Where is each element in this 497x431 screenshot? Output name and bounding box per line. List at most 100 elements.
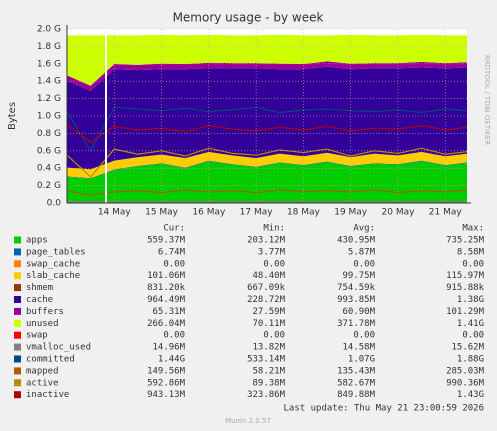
area [67, 66, 467, 170]
legend-label: active [26, 378, 59, 388]
legend-stat: 1.07G [348, 355, 375, 365]
legend-swatch [14, 391, 21, 399]
legend-stat: 915.88k [446, 283, 485, 293]
legend-label: apps [26, 236, 48, 246]
y-tick-label: 0.0 [47, 199, 62, 209]
legend-header: Max: [462, 224, 484, 234]
legend-label: shmem [26, 283, 53, 293]
legend-stat: 0.00 [353, 331, 375, 341]
legend-swatch [14, 296, 21, 303]
legend-stat: 101.29M [446, 307, 485, 317]
y-tick-label: 0.6 G [37, 146, 61, 156]
legend-stat: 149.56M [147, 366, 186, 376]
legend-label: unused [26, 319, 59, 329]
legend-stat: 99.75M [342, 271, 375, 281]
legend-label: inactive [26, 390, 69, 400]
area [67, 151, 467, 179]
legend-stat: 14.96M [152, 343, 185, 353]
legend-header: Min: [263, 224, 285, 234]
legend-stat: 0.00 [353, 259, 375, 269]
legend-stat: 1.44G [158, 355, 185, 365]
side-label: RRDTOOL / TOBI OETIKER [483, 55, 491, 145]
x-tick-label: 19 May [334, 208, 368, 218]
legend-stat: 754.59k [337, 283, 376, 293]
legend-header: Avg: [353, 224, 375, 234]
x-tick-label: 21 May [429, 208, 463, 218]
legend-swatch [14, 307, 21, 315]
legend-swatch [14, 379, 21, 387]
x-tick-label: 17 May [240, 208, 274, 218]
legend-stat: 14.58M [342, 343, 375, 353]
version: Munin 2.0.57 [225, 417, 271, 425]
legend-stat: 89.38M [252, 378, 285, 388]
legend-stat: 60.90M [342, 307, 375, 317]
legend-stat: 13.82M [252, 343, 285, 353]
y-tick-label: 0.2 G [37, 181, 61, 191]
legend-stat: 323.86M [247, 390, 286, 400]
legend-stat: 831.20k [147, 283, 186, 293]
line [66, 189, 468, 196]
legend-stat: 582.67M [337, 378, 376, 388]
legend-stat: 8.58M [457, 247, 485, 257]
x-tick-label: 15 May [145, 208, 179, 218]
line [66, 147, 468, 178]
legend-swatch [14, 284, 21, 292]
y-tick-label: 1.4 G [37, 77, 61, 87]
legend-stat: 203.12M [247, 236, 286, 246]
x-tick-label: 16 May [192, 208, 226, 218]
line [66, 124, 468, 143]
legend-stat: 943.13M [147, 390, 186, 400]
legend-stat: 15.62M [451, 343, 484, 353]
y-tick-label: 1.6 G [37, 59, 61, 69]
legend-label: swap_cache [26, 259, 80, 269]
line [66, 106, 468, 153]
area [67, 61, 467, 92]
legend-stat: 58.21M [252, 366, 285, 376]
legend-stat: 0.00 [263, 259, 285, 269]
legend-swatch [14, 331, 21, 339]
legend-label: cache [26, 295, 53, 305]
legend-stat: 0.00 [462, 331, 484, 341]
legend-stat: 667.09k [247, 283, 286, 293]
legend-swatch [14, 319, 21, 327]
legend-stat: 1.38G [457, 295, 484, 305]
legend-stat: 1.88G [457, 355, 484, 365]
legend-swatch [14, 248, 21, 256]
legend-stat: 993.85M [337, 295, 376, 305]
legend-swatch [14, 260, 21, 268]
legend-stat: 5.87M [348, 247, 376, 257]
legend-stat: 533.14M [247, 355, 286, 365]
chart-title: Memory usage - by week [173, 11, 324, 25]
legend-stat: 228.72M [247, 295, 286, 305]
legend-stat: 48.40M [252, 271, 285, 281]
legend-stat: 65.31M [152, 307, 185, 317]
legend-label: swap [26, 331, 48, 341]
x-tick-label: 20 May [382, 208, 416, 218]
legend-swatch [14, 236, 21, 244]
legend-stat: 990.36M [446, 378, 485, 388]
legend-stat: 559.37M [147, 236, 186, 246]
legend-label: slab_cache [26, 271, 80, 281]
legend-stat: 1.41G [457, 319, 484, 329]
y-tick-label: 0.8 G [37, 129, 61, 139]
legend-stat: 371.78M [337, 319, 376, 329]
legend-stat: 3.77M [258, 247, 286, 257]
legend-stat: 0.00 [462, 259, 484, 269]
legend-label: vmalloc_used [26, 343, 91, 353]
y-tick-label: 1.2 G [37, 94, 61, 104]
legend-stat: 101.06M [147, 271, 186, 281]
legend-swatch [14, 272, 21, 280]
legend-stat: 266.04M [147, 319, 186, 329]
legend-swatch [14, 355, 21, 363]
legend-stat: 70.11M [252, 319, 285, 329]
legend-stat: 27.59M [252, 307, 285, 317]
legend-swatch [14, 367, 21, 375]
x-tick-label: 18 May [287, 208, 321, 218]
legend-stat: 6.74M [158, 247, 186, 257]
legend-stat: 0.00 [163, 259, 185, 269]
legend-stat: 285.03M [446, 366, 485, 376]
legend-label: committed [26, 355, 75, 365]
legend-stat: 592.86M [147, 378, 186, 388]
